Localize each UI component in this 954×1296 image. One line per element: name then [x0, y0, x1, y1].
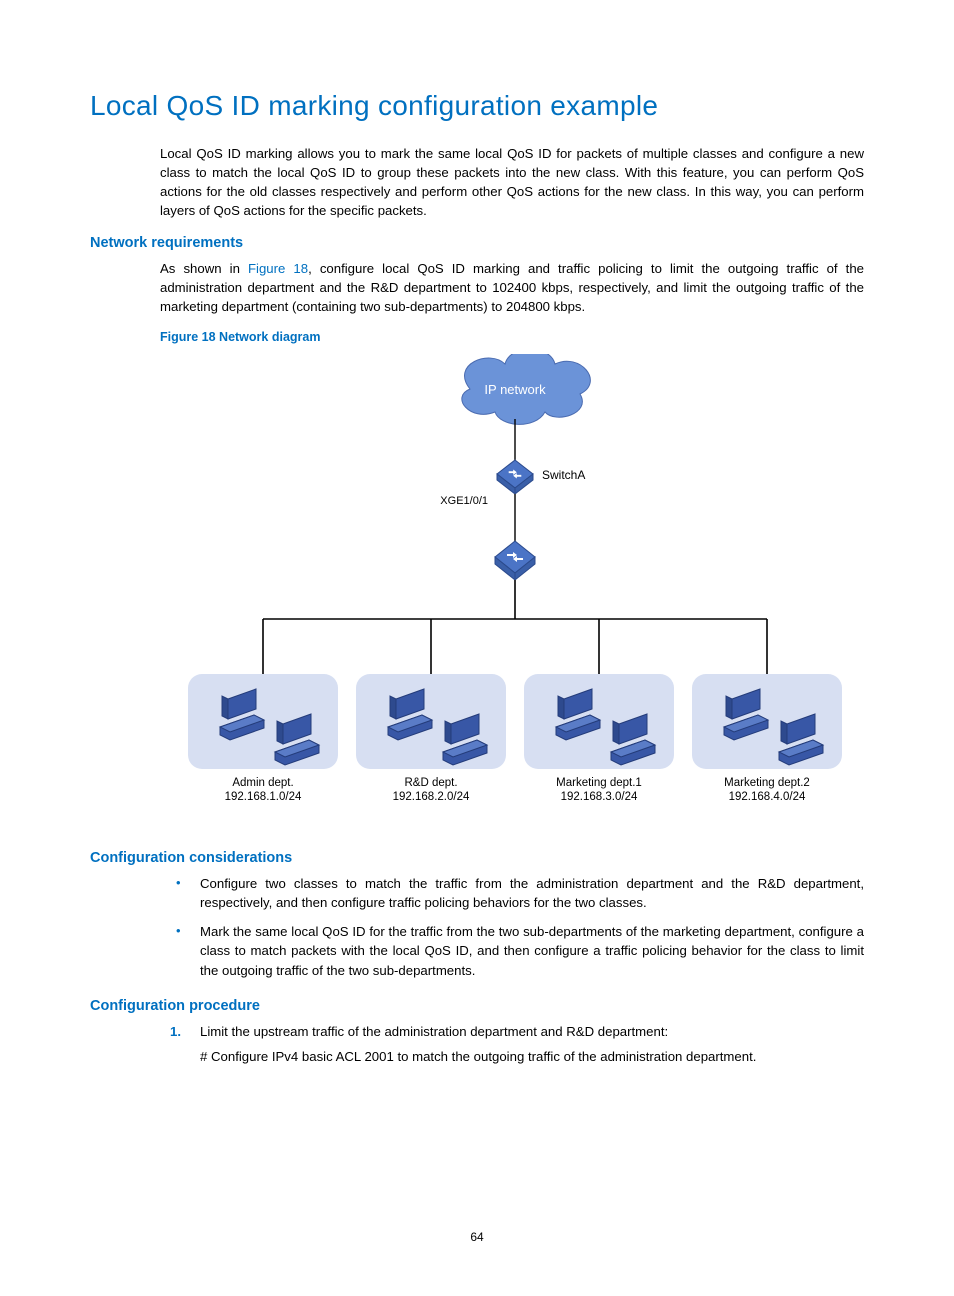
- section-network-requirements: Network requirements: [90, 235, 864, 251]
- department-subnet: 192.168.3.0/24: [561, 791, 638, 803]
- list-item: Configure two classes to match the traff…: [160, 874, 864, 922]
- cloud-icon: IP network: [462, 354, 591, 424]
- network-diagram: IP network SwitchA XGE1/0/1: [160, 354, 864, 834]
- department-subnet: 192.168.1.0/24: [225, 791, 302, 803]
- step-sub: # Configure IPv4 basic ACL 2001 to match…: [200, 1047, 864, 1066]
- figure-caption: Figure 18 Network diagram: [160, 330, 864, 344]
- procedure-list: 1. Limit the upstream traffic of the adm…: [160, 1022, 864, 1074]
- department-name: Admin dept.: [232, 777, 293, 789]
- considerations-list: Configure two classes to match the traff…: [160, 874, 864, 990]
- department-name: R&D dept.: [404, 777, 457, 789]
- network-requirements-text: As shown in Figure 18, configure local Q…: [160, 259, 864, 316]
- text-pre: As shown in: [160, 261, 248, 276]
- switch-b-icon: [495, 541, 535, 580]
- figure-link[interactable]: Figure 18: [248, 261, 308, 276]
- step-text: Limit the upstream traffic of the admini…: [200, 1024, 668, 1039]
- department-name: Marketing dept.1: [556, 777, 642, 789]
- department-group: R&D dept. 192.168.2.0/24: [356, 674, 506, 803]
- page-number: 64: [0, 1230, 954, 1244]
- page-title: Local QoS ID marking configuration examp…: [90, 90, 864, 122]
- list-item: 1. Limit the upstream traffic of the adm…: [160, 1022, 864, 1074]
- section-configuration-considerations: Configuration considerations: [90, 850, 864, 866]
- switch-a-label: SwitchA: [542, 468, 585, 482]
- cloud-label: IP network: [484, 382, 546, 397]
- list-item: Mark the same local QoS ID for the traff…: [160, 922, 864, 989]
- step-number: 1.: [170, 1022, 181, 1041]
- department-group: Admin dept. 192.168.1.0/24: [188, 674, 338, 803]
- department-group: Marketing dept.2 192.168.4.0/24: [692, 674, 842, 803]
- department-group: Marketing dept.1 192.168.3.0/24: [524, 674, 674, 803]
- department-subnet: 192.168.4.0/24: [729, 791, 806, 803]
- switch-a-icon: [497, 460, 533, 494]
- department-name: Marketing dept.2: [724, 777, 810, 789]
- section-configuration-procedure: Configuration procedure: [90, 998, 864, 1014]
- port-label: XGE1/0/1: [440, 495, 488, 507]
- department-subnet: 192.168.2.0/24: [393, 791, 470, 803]
- intro-paragraph: Local QoS ID marking allows you to mark …: [160, 144, 864, 221]
